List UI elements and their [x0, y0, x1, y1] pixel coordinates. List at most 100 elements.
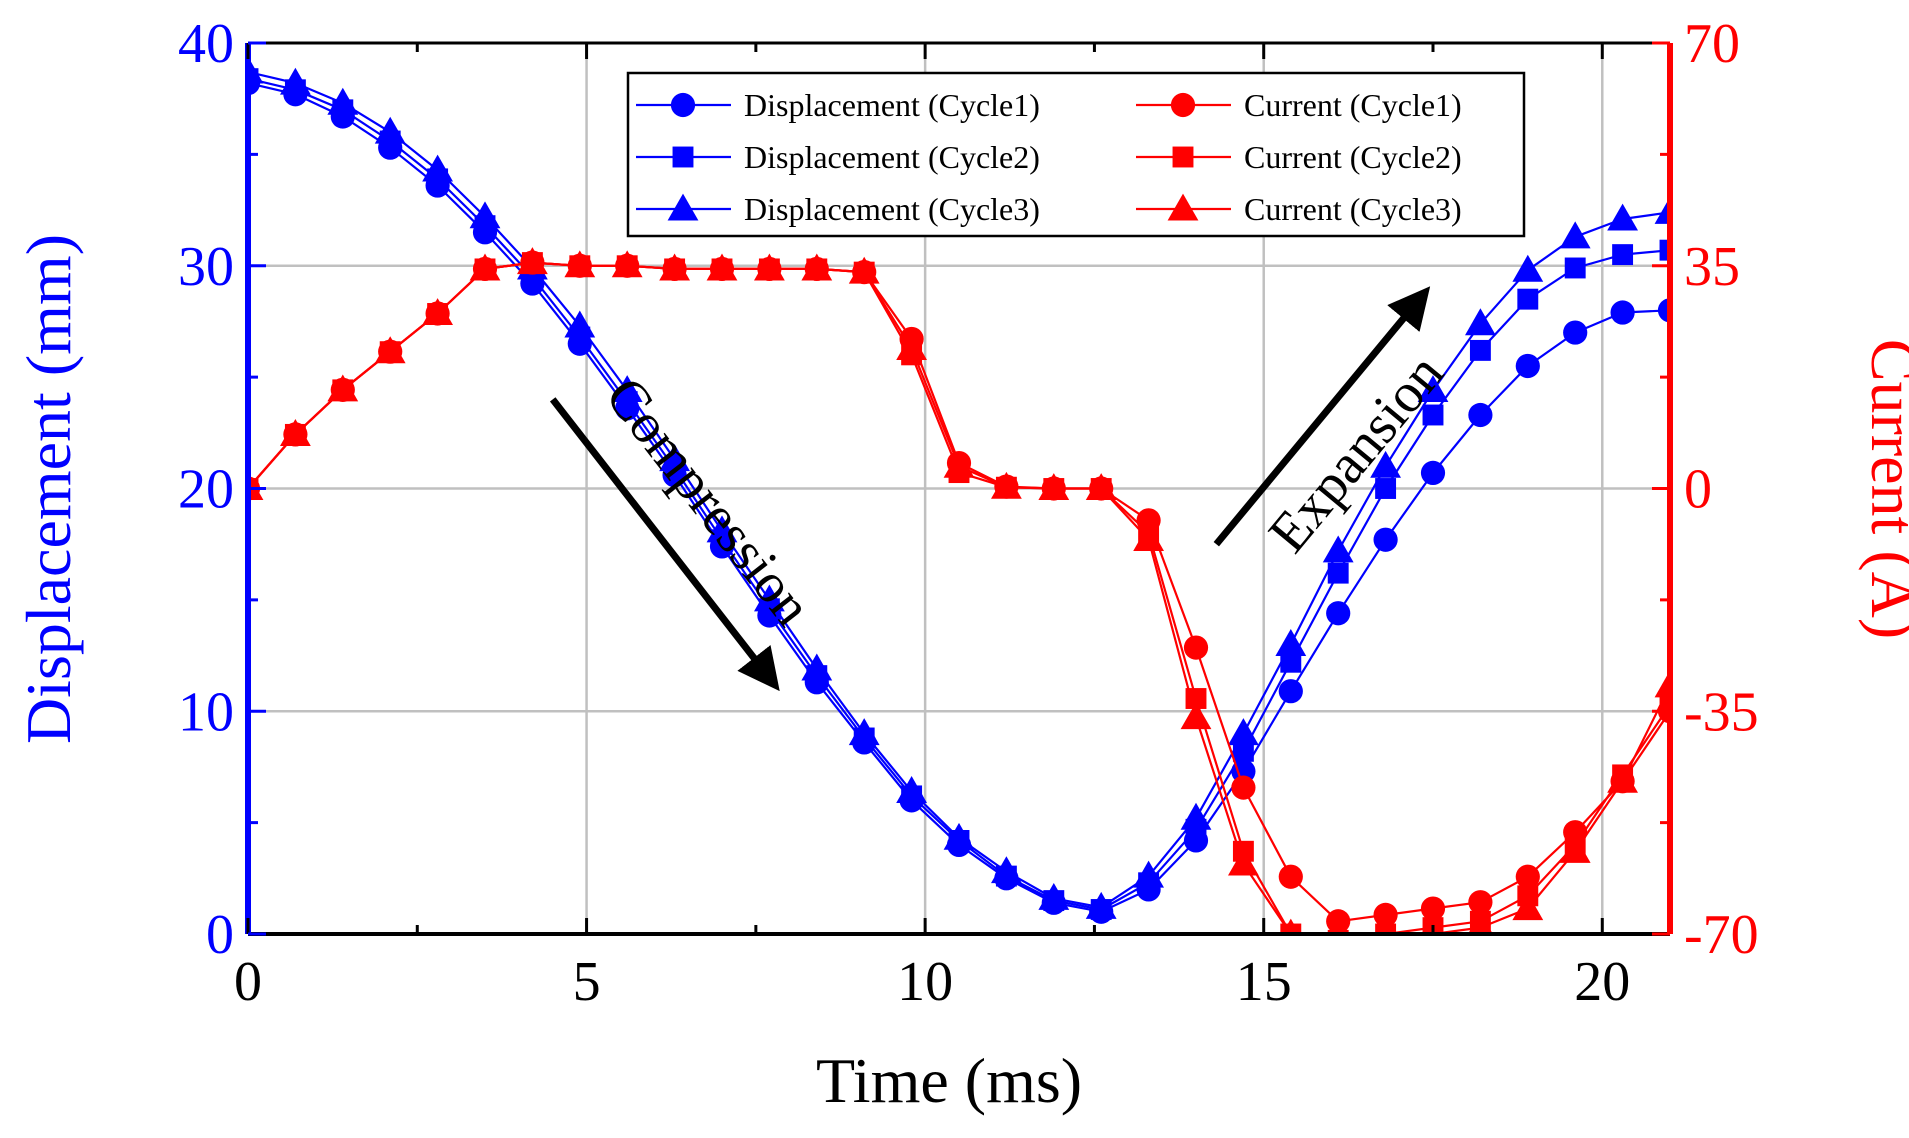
data-point-1-26 [1469, 339, 1491, 361]
data-point-5-17 [1038, 473, 1070, 501]
data-point-2-28 [1559, 221, 1591, 249]
data-point-1-24 [1375, 478, 1397, 499]
legend-label-1: Displacement (Cycle2) [744, 139, 1040, 175]
left-axis-title: Displacement (mm) [13, 234, 84, 744]
data-point-2-20 [1180, 802, 1212, 830]
legend-item-0: Displacement (Cycle1) [636, 87, 1040, 123]
data-point-4-23 [1327, 929, 1349, 934]
legend-label-5: Current (Cycle3) [1244, 191, 1462, 227]
data-point-5-13 [848, 256, 880, 284]
data-point-5-28 [1559, 835, 1591, 863]
data-point-1-25 [1422, 404, 1444, 426]
right-tick-label-0: -70 [1684, 904, 1759, 966]
x-tick-label-4: 20 [1574, 951, 1630, 1013]
data-point-5-23 [1323, 944, 1354, 971]
ticks: 0 5 10 15 20 0 10 20 30 40 -70 -35 0 35 70 [178, 13, 1759, 1013]
data-point-2-27 [1512, 254, 1544, 282]
data-point-5-4 [422, 298, 453, 326]
data-point-5-11 [754, 253, 785, 281]
data-point-0-25 [1420, 460, 1446, 486]
data-point-2-10 [706, 515, 738, 543]
data-point-5-19 [1133, 524, 1164, 551]
data-point-5-1 [280, 419, 311, 446]
data-point-5-9 [659, 253, 690, 281]
legend-marker-1 [672, 146, 694, 168]
data-point-2-13 [848, 718, 880, 746]
data-point-0-29 [1610, 300, 1635, 325]
data-point-2-4 [422, 154, 453, 182]
annotation-arrow-1 [1213, 286, 1431, 547]
data-point-3-21 [1231, 775, 1256, 800]
data-point-5-15 [943, 450, 975, 478]
data-point-2-0 [248, 56, 264, 84]
data-point-2-8 [611, 375, 643, 403]
data-point-5-8 [611, 250, 643, 278]
legend-marker-4 [1172, 146, 1194, 168]
series-layer [248, 56, 1670, 971]
right-tick-label-1: -35 [1684, 681, 1759, 743]
legend: Displacement (Cycle1) Displacement (Cycle… [626, 71, 1526, 238]
data-point-3-23 [1326, 909, 1351, 934]
data-point-5-21 [1228, 848, 1259, 876]
data-point-5-3 [374, 336, 406, 364]
data-point-2-7 [564, 310, 596, 338]
series-line-3 [248, 261, 1670, 923]
data-point-5-27 [1512, 893, 1544, 921]
data-point-0-30 [1657, 298, 1670, 323]
legend-label-3: Current (Cycle1) [1244, 87, 1462, 123]
legend-marker-2 [667, 193, 699, 221]
data-point-1-23 [1327, 562, 1349, 584]
data-point-2-25 [1417, 375, 1449, 403]
data-point-2-9 [659, 444, 690, 472]
data-point-3-25 [1420, 896, 1446, 921]
data-point-0-24 [1373, 527, 1398, 552]
data-point-5-14 [896, 333, 927, 361]
data-point-2-18 [1085, 891, 1117, 919]
data-point-1-21 [1232, 740, 1254, 762]
x-tick-label-3: 15 [1236, 951, 1292, 1013]
data-point-2-11 [754, 584, 785, 612]
data-point-0-26 [1468, 402, 1493, 428]
left-tick-label-2: 20 [178, 459, 234, 521]
data-point-2-21 [1228, 718, 1259, 746]
data-point-1-30 [1659, 239, 1670, 261]
data-point-2-24 [1370, 450, 1401, 478]
data-point-3-24 [1373, 902, 1398, 928]
data-point-2-5 [469, 201, 501, 229]
legend-marker-5 [1167, 193, 1199, 221]
data-point-5-7 [564, 250, 596, 278]
data-point-5-18 [1085, 473, 1117, 501]
data-point-5-20 [1180, 702, 1212, 730]
data-point-2-1 [280, 67, 311, 95]
data-point-5-16 [991, 471, 1022, 499]
left-tick-label-0: 0 [206, 904, 234, 966]
data-point-5-22 [1282, 918, 1300, 934]
data-point-1-27 [1517, 288, 1539, 310]
data-point-2-15 [943, 822, 975, 850]
data-point-3-22 [1278, 864, 1303, 889]
left-tick-label-1: 10 [178, 681, 234, 743]
legend-label-0: Displacement (Cycle1) [744, 87, 1040, 123]
data-point-4-30 [1659, 694, 1670, 716]
data-point-0-23 [1326, 601, 1351, 626]
data-point-5-26 [1467, 912, 1493, 934]
data-point-0-27 [1515, 353, 1540, 379]
data-point-5-30 [1654, 670, 1670, 698]
data-point-4-20 [1185, 688, 1207, 709]
legend-marker-0 [670, 92, 696, 118]
x-axis-title: Time (ms) [816, 1045, 1082, 1116]
right-axis-title: Current (A) [1858, 339, 1909, 639]
legend-item-2: Displacement (Cycle3) [636, 191, 1040, 227]
data-point-5-2 [327, 374, 359, 402]
legend-item-4: Current (Cycle2) [1136, 139, 1462, 175]
data-point-0-28 [1563, 320, 1588, 345]
legend-marker-3 [1170, 92, 1196, 118]
data-point-3-27 [1515, 864, 1540, 889]
data-point-3-20 [1183, 635, 1209, 660]
right-tick-label-2: 0 [1684, 459, 1712, 521]
data-point-3-26 [1468, 890, 1493, 915]
data-point-5-5 [469, 253, 501, 281]
annotation-arrow-0 [549, 397, 780, 692]
legend-item-1: Displacement (Cycle2) [636, 139, 1040, 175]
